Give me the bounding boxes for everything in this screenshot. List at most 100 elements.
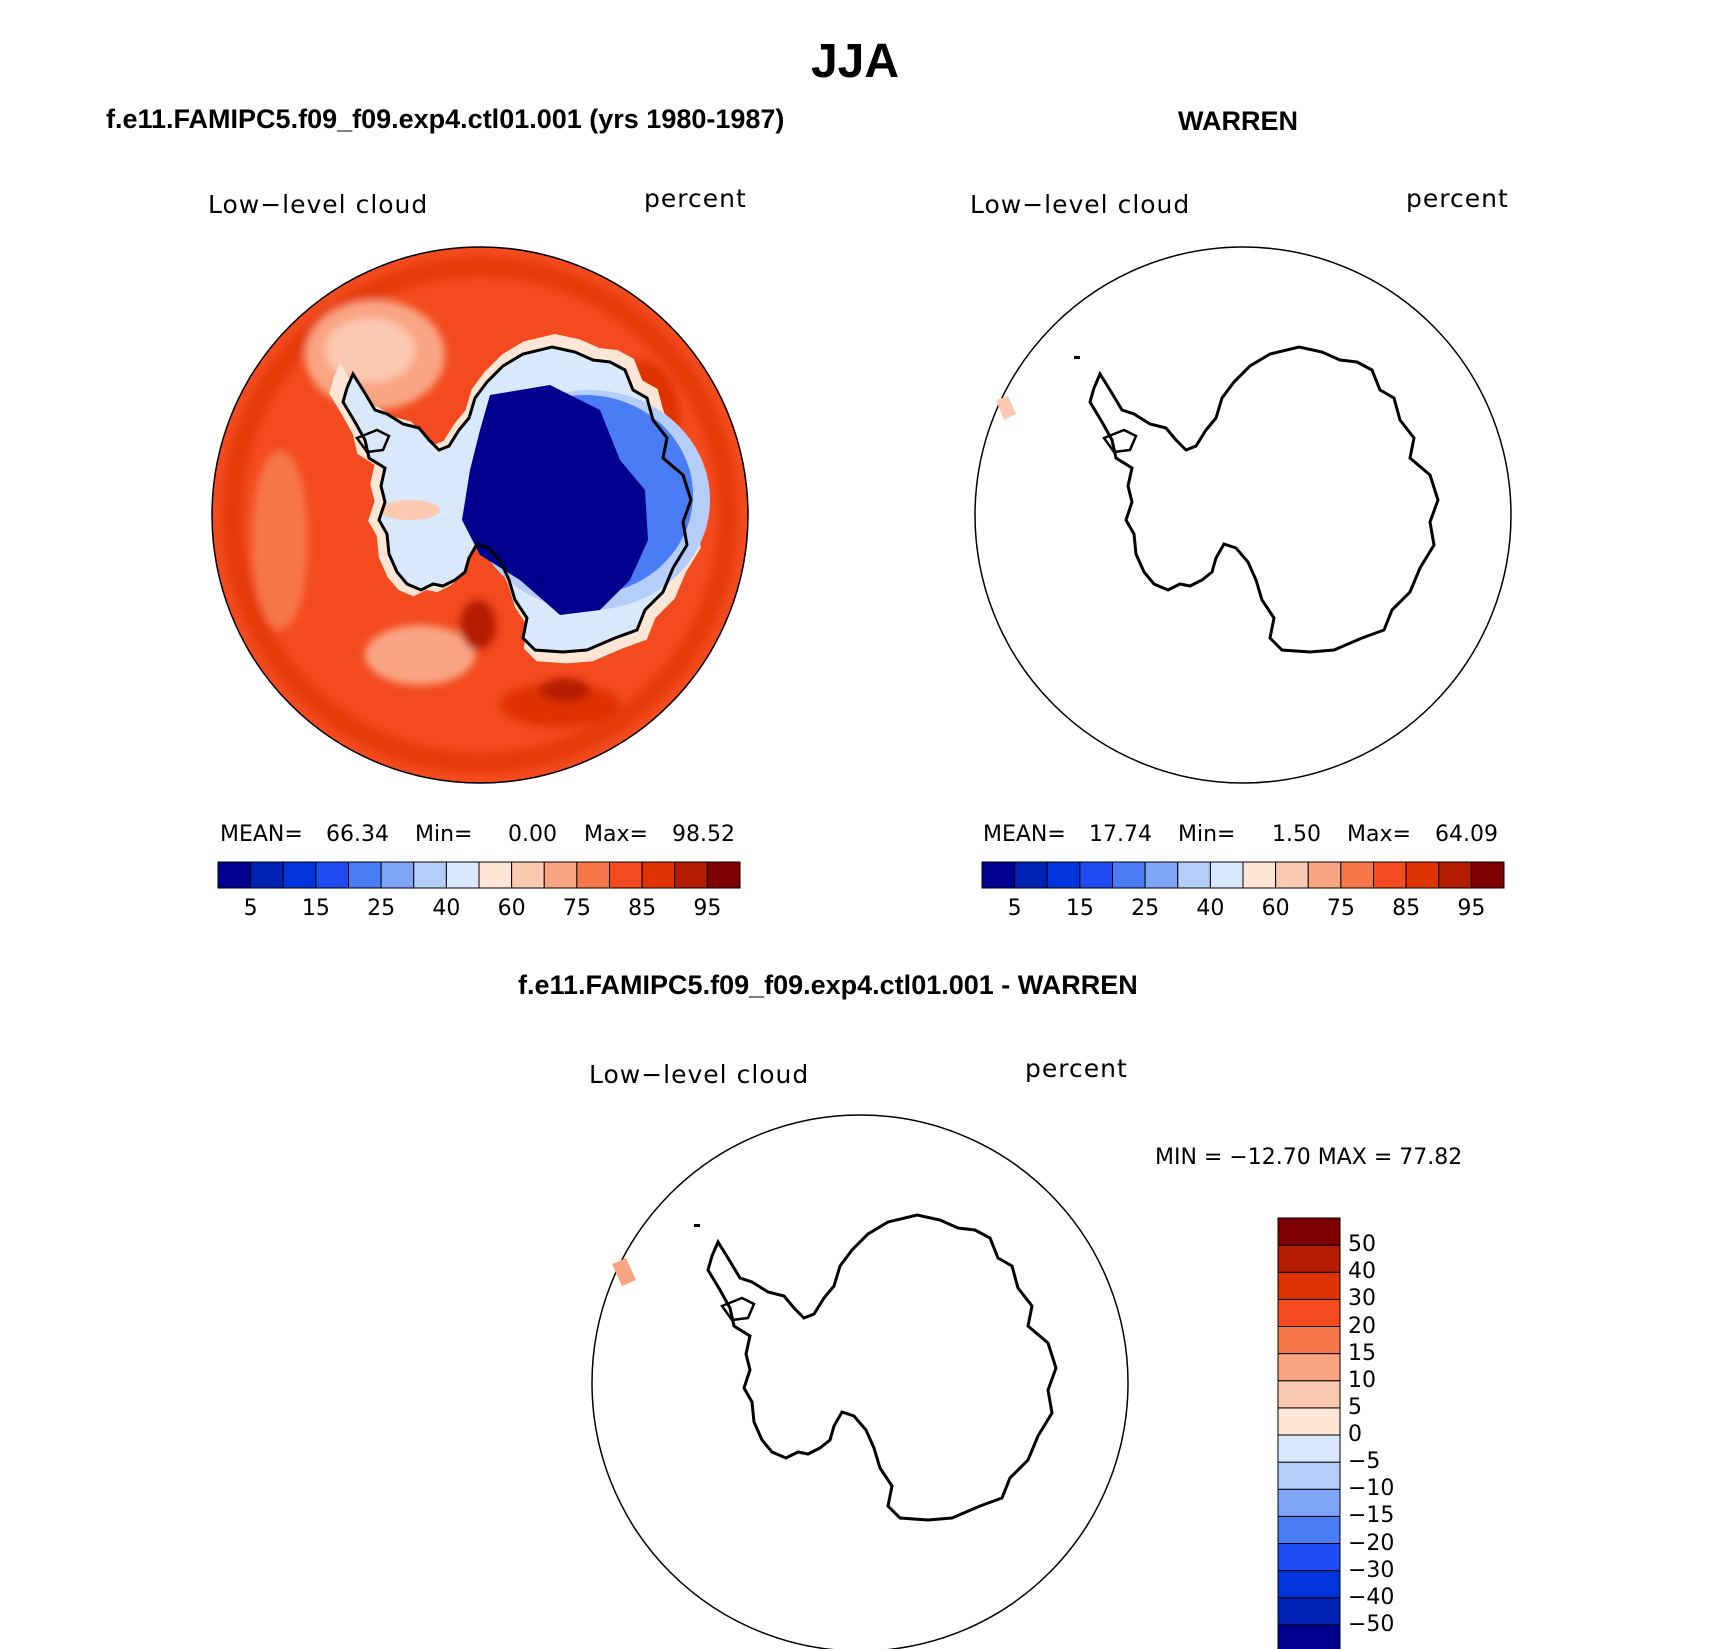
panel1-mean-label: MEAN= <box>220 822 303 847</box>
panel3-title: f.e11.FAMIPC5.f09_f09.exp4.ctl01.001 - W… <box>518 970 1138 1000</box>
colorbar-swatch <box>282 861 317 889</box>
colorbar-tick-label: 50 <box>1348 1232 1376 1258</box>
colorbar-swatch <box>1307 861 1342 889</box>
colorbar-tick-label: −15 <box>1348 1503 1395 1529</box>
panel2-mean-label: MEAN= <box>983 822 1066 847</box>
colorbar-tick-label: 60 <box>497 896 526 921</box>
colorbar-swatch <box>641 861 676 889</box>
colorbar-swatch <box>1277 1298 1341 1327</box>
colorbar-tick-label: 5 <box>1348 1394 1362 1420</box>
colorbar-swatch <box>1177 861 1211 889</box>
colorbar-swatch <box>445 861 480 889</box>
colorbar-swatch <box>1277 1380 1341 1409</box>
colorbar-tick-label: 95 <box>693 896 722 921</box>
panel2-mean-value: 17.74 <box>1089 822 1152 847</box>
colorbar-tick-label: 40 <box>432 896 461 921</box>
colorbar-swatch <box>478 861 513 889</box>
colorbar-tick-label: 15 <box>1065 896 1094 921</box>
colorbar-swatch <box>1277 1217 1341 1246</box>
panel3-minmax-text: MIN = −12.70 MAX = 77.82 <box>1155 1145 1463 1170</box>
colorbar-tick-label: −30 <box>1348 1557 1395 1583</box>
colorbar-swatch <box>1144 861 1179 889</box>
colorbar-tick-label: 60 <box>1261 896 1290 921</box>
panel2-colorbar <box>981 861 1505 889</box>
panel1-colorbar <box>217 861 741 889</box>
colorbar-swatch <box>1405 861 1440 889</box>
colorbar-swatch <box>674 861 708 889</box>
colorbar-swatch <box>1277 1434 1341 1463</box>
panel1-min-label: Min= <box>415 822 473 847</box>
colorbar-swatch <box>511 861 545 889</box>
colorbar-swatch <box>1277 1543 1341 1572</box>
colorbar-swatch <box>706 861 741 889</box>
colorbar-tick-label: 25 <box>1131 896 1160 921</box>
panel2-units-label: percent <box>1406 184 1509 213</box>
colorbar-swatch <box>1277 1570 1341 1599</box>
colorbar-swatch <box>1277 1597 1341 1626</box>
panel2-min-label: Min= <box>1178 822 1236 847</box>
panel1-max-value: 98.52 <box>672 822 735 847</box>
panel1-mean-value: 66.34 <box>326 822 389 847</box>
colorbar-swatch <box>1277 1488 1341 1517</box>
colorbar-tick-label: 5 <box>243 896 258 921</box>
colorbar-tick-label: 75 <box>562 896 591 921</box>
colorbar-swatch <box>1014 861 1048 889</box>
colorbar-swatch <box>1242 861 1277 889</box>
colorbar-tick-label: 10 <box>1348 1367 1376 1393</box>
colorbar-swatch <box>543 861 578 889</box>
panel3-variable-label: Low−level cloud <box>589 1060 810 1089</box>
colorbar-tick-label: 40 <box>1348 1259 1376 1285</box>
colorbar-swatch <box>1470 861 1505 889</box>
colorbar-tick-label: 20 <box>1348 1313 1376 1339</box>
colorbar-swatch <box>1277 1353 1341 1382</box>
panel1-map <box>211 246 749 784</box>
colorbar-swatch <box>1277 1461 1341 1490</box>
figure-title: JJA <box>810 35 900 88</box>
panel1-units-label: percent <box>644 184 747 213</box>
colorbar-swatch <box>1277 1407 1341 1436</box>
panel3-colorbar <box>1277 1217 1341 1649</box>
colorbar-tick-label: −50 <box>1348 1611 1395 1637</box>
panel2-variable-label: Low−level cloud <box>970 190 1191 219</box>
colorbar-swatch <box>981 861 1016 889</box>
colorbar-tick-label: −10 <box>1348 1476 1395 1502</box>
colorbar-swatch <box>1079 861 1113 889</box>
colorbar-swatch <box>1277 1271 1341 1300</box>
colorbar-tick-label: −5 <box>1348 1449 1381 1475</box>
colorbar-swatch <box>380 861 415 889</box>
colorbar-swatch <box>217 861 252 889</box>
colorbar-swatch <box>1277 1326 1341 1355</box>
colorbar-tick-label: 85 <box>628 896 657 921</box>
colorbar-tick-label: −40 <box>1348 1584 1395 1610</box>
panel2-max-label: Max= <box>1347 822 1411 847</box>
colorbar-swatch <box>413 861 447 889</box>
panel1-max-label: Max= <box>584 822 648 847</box>
colorbar-swatch <box>348 861 382 889</box>
colorbar-tick-label: 0 <box>1348 1422 1362 1447</box>
panel1-variable-label: Low−level cloud <box>208 190 429 219</box>
colorbar-swatch <box>1112 861 1146 889</box>
colorbar-tick-label: 5 <box>1007 896 1022 921</box>
colorbar-swatch <box>609 861 643 889</box>
colorbar-swatch <box>1277 1244 1341 1273</box>
colorbar-swatch <box>1373 861 1407 889</box>
colorbar-swatch <box>1209 861 1244 889</box>
panel1-title: f.e11.FAMIPC5.f09_f09.exp4.ctl01.001 (yr… <box>106 104 785 134</box>
colorbar-tick-label: 40 <box>1196 896 1225 921</box>
colorbar-swatch <box>576 861 610 889</box>
colorbar-swatch <box>250 861 284 889</box>
colorbar-swatch <box>1046 861 1081 889</box>
colorbar-tick-label: 30 <box>1348 1286 1376 1312</box>
panel2-max-value: 64.09 <box>1435 822 1498 847</box>
colorbar-swatch <box>1277 1624 1341 1649</box>
colorbar-swatch <box>1438 861 1472 889</box>
colorbar-tick-label: 95 <box>1457 896 1486 921</box>
colorbar-swatch <box>1275 861 1309 889</box>
panel1-min-value: 0.00 <box>508 822 557 847</box>
panel2-title: WARREN <box>1178 106 1298 136</box>
colorbar-swatch <box>315 861 349 889</box>
colorbar-swatch <box>1277 1515 1341 1544</box>
colorbar-tick-label: 15 <box>301 896 330 921</box>
colorbar-swatch <box>1340 861 1374 889</box>
